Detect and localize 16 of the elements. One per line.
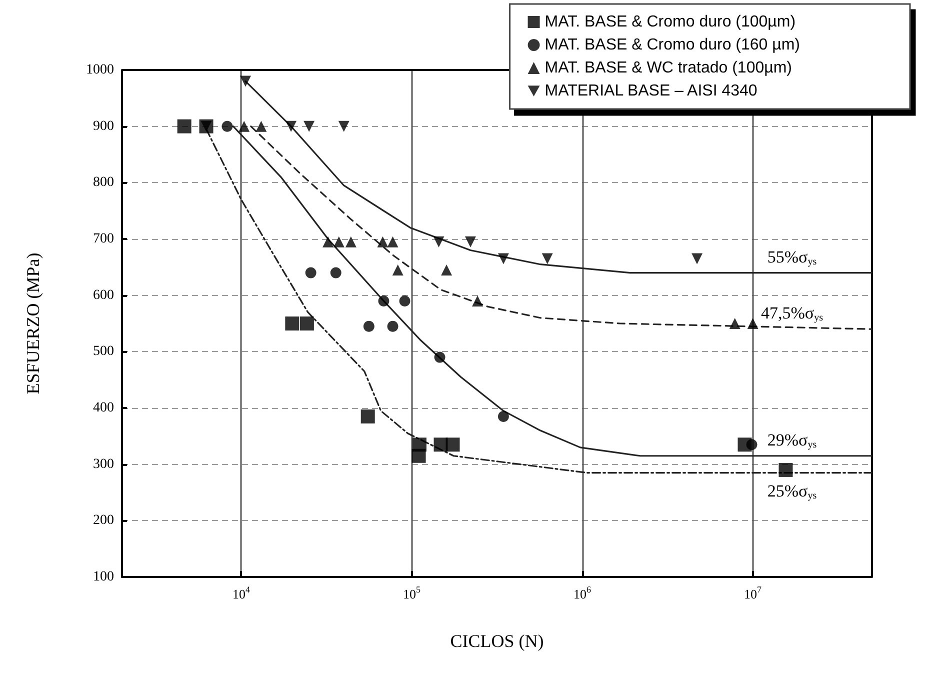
y-tick-label: 400 (93, 400, 114, 416)
y-tick-label: 600 (93, 288, 114, 303)
y-tick-label: 700 (93, 232, 114, 246)
legend-label: MAT. BASE & Cromo duro (100µm) (544, 14, 796, 30)
y-tick-label: 100 (93, 570, 114, 584)
y-tick-label: 1000 (86, 62, 114, 78)
legend-label: MATERIAL BASE – AISI 4340 (544, 82, 758, 100)
y-tick-label: 300 (93, 456, 114, 472)
y-tick-label: 800 (93, 175, 114, 190)
legend-label: MAT. BASE & WC tratado (100µm) (544, 60, 792, 76)
y-tick-label: 500 (93, 344, 114, 360)
y-tick-label: 200 (93, 513, 114, 528)
y-tick-label: 900 (93, 118, 114, 134)
legend-label: MAT. BASE & Cromo duro (160 µm) (544, 36, 800, 54)
x-axis-title: CICLOS (N) (450, 631, 544, 651)
y-axis-title: ESFUERZO (MPa) (23, 252, 43, 394)
